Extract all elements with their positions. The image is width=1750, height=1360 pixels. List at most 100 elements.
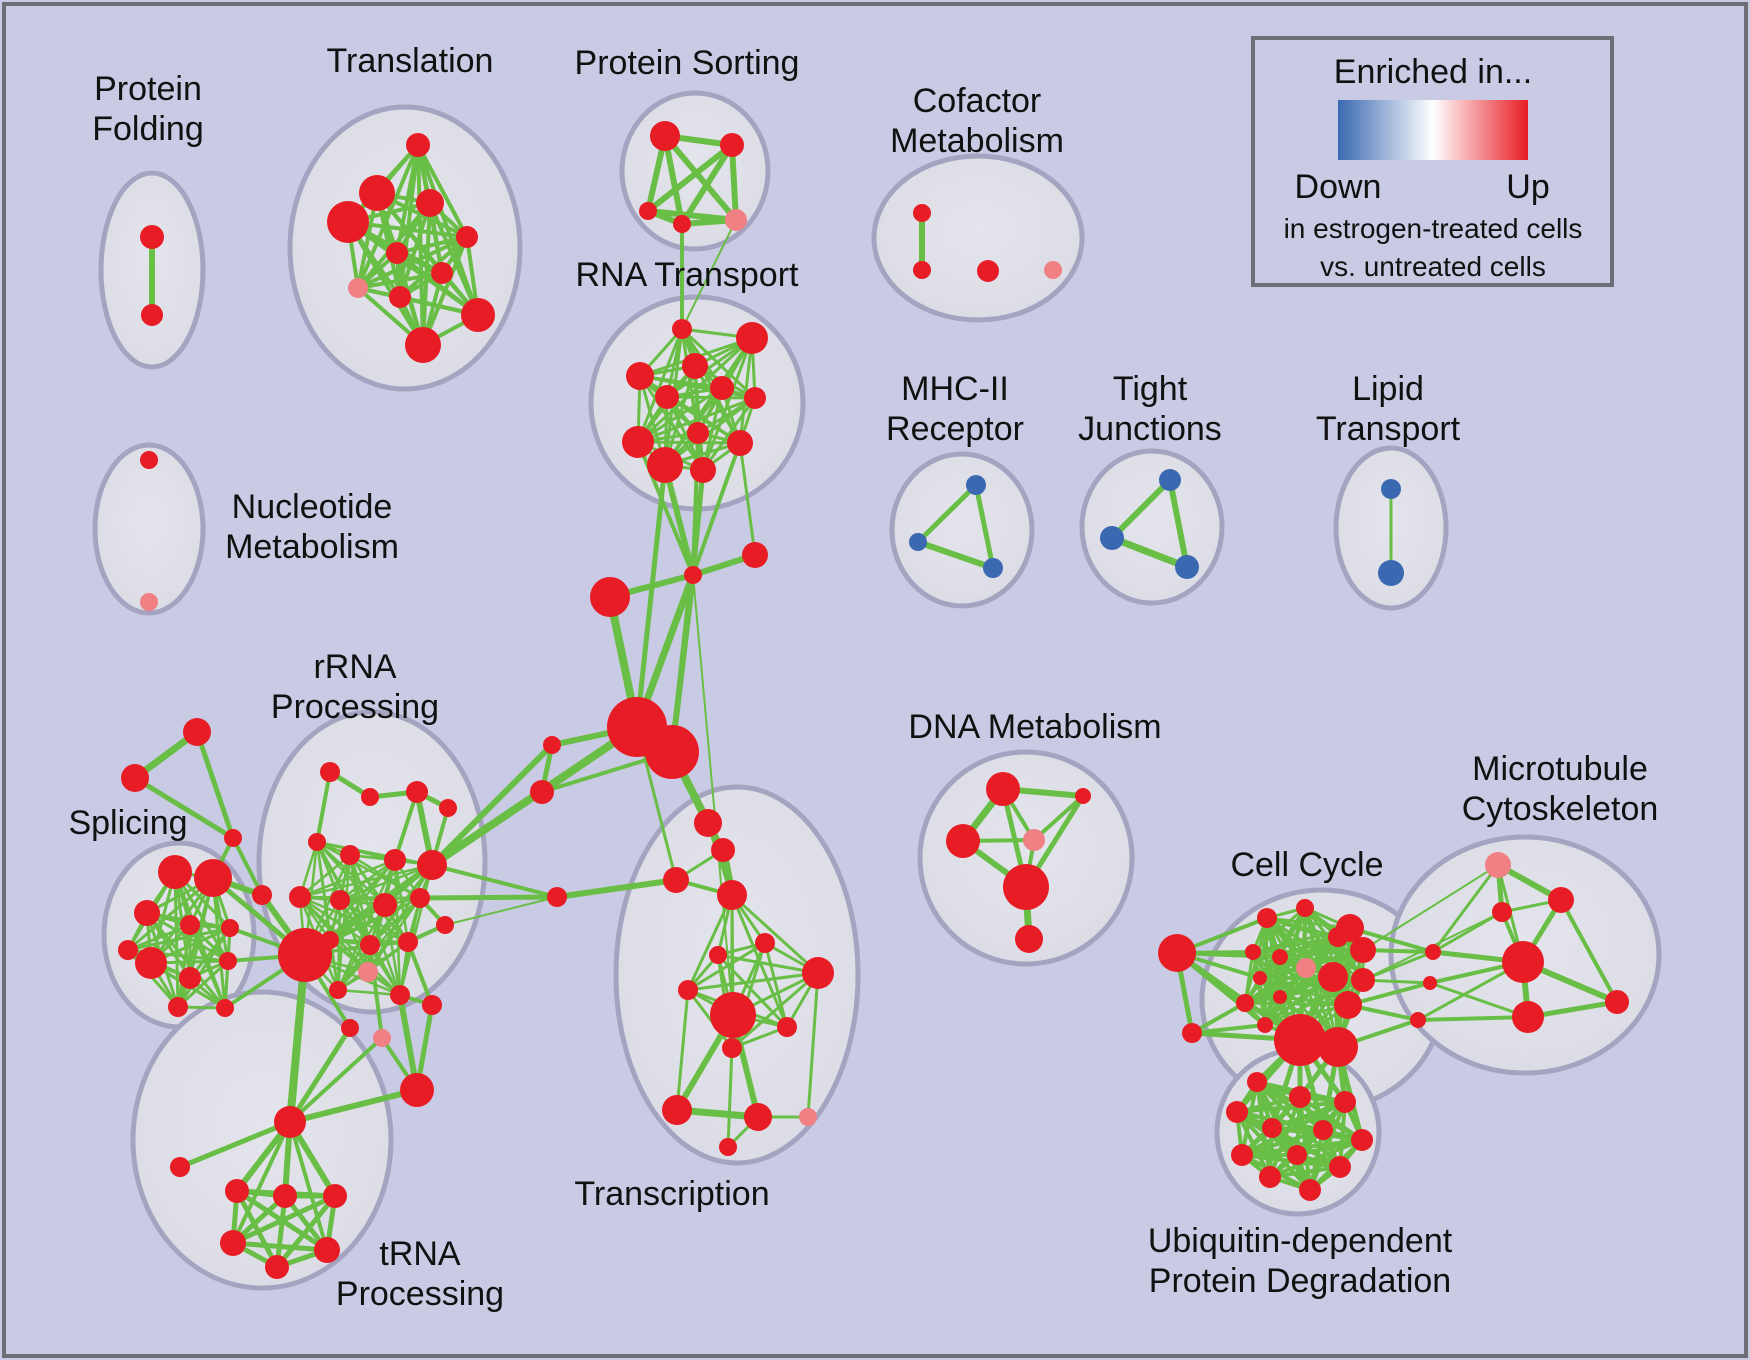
node-T15[interactable] [719, 1138, 737, 1156]
node-tr11[interactable] [405, 327, 441, 363]
node-d5[interactable] [1003, 864, 1049, 910]
node-c17[interactable] [1334, 991, 1362, 1019]
node-K[interactable] [647, 447, 683, 483]
node-s2[interactable] [194, 859, 232, 897]
node-nm1[interactable] [140, 451, 158, 469]
node-mt6[interactable] [1605, 990, 1629, 1014]
node-c4[interactable] [1296, 899, 1314, 917]
node-T6[interactable] [709, 946, 727, 964]
node-d3[interactable] [946, 824, 980, 858]
node-r11[interactable] [410, 888, 430, 908]
node-u2[interactable] [1289, 1086, 1311, 1108]
node-u3[interactable] [1334, 1091, 1356, 1113]
node-mh1[interactable] [966, 475, 986, 495]
node-u4[interactable] [1226, 1101, 1248, 1123]
node-h5[interactable] [220, 1230, 246, 1256]
node-r15[interactable] [329, 981, 347, 999]
node-S[interactable] [547, 887, 567, 907]
node-u5[interactable] [1262, 1118, 1282, 1138]
node-r17[interactable] [341, 1019, 359, 1037]
node-lp2[interactable] [1378, 560, 1404, 586]
node-u12[interactable] [1299, 1179, 1321, 1201]
node-T9[interactable] [710, 992, 756, 1038]
node-mt2[interactable] [1548, 887, 1574, 913]
node-c7[interactable] [1296, 958, 1316, 978]
node-P2[interactable] [645, 725, 699, 779]
node-s4[interactable] [180, 915, 200, 935]
node-c10[interactable] [1236, 994, 1254, 1012]
node-mt1[interactable] [1485, 852, 1511, 878]
node-r10[interactable] [373, 893, 397, 917]
node-d6[interactable] [1015, 925, 1043, 953]
node-h3[interactable] [273, 1184, 297, 1208]
node-t2[interactable] [121, 764, 149, 792]
node-tr8[interactable] [348, 278, 368, 298]
node-c5[interactable] [1245, 944, 1261, 960]
node-c16[interactable] [1351, 968, 1375, 992]
node-h6[interactable] [314, 1237, 340, 1263]
node-r20[interactable] [436, 916, 454, 934]
node-L[interactable] [690, 457, 716, 483]
node-nm2[interactable] [140, 593, 158, 611]
node-r6[interactable] [340, 845, 360, 865]
node-r18[interactable] [400, 1073, 434, 1107]
node-mh2[interactable] [909, 533, 927, 551]
node-ps2[interactable] [720, 133, 744, 157]
node-cf1[interactable] [913, 204, 931, 222]
node-c14[interactable] [1350, 937, 1376, 963]
node-tr5[interactable] [456, 226, 478, 248]
node-s11[interactable] [216, 999, 234, 1017]
node-mt4[interactable] [1502, 941, 1544, 983]
node-A[interactable] [672, 319, 692, 339]
node-D[interactable] [682, 353, 708, 379]
node-c8[interactable] [1253, 971, 1267, 985]
node-G[interactable] [278, 928, 332, 982]
node-u9[interactable] [1287, 1145, 1307, 1165]
node-mt5[interactable] [1512, 1001, 1544, 1033]
node-c6[interactable] [1272, 949, 1288, 965]
node-d4[interactable] [1023, 829, 1045, 851]
node-T11[interactable] [722, 1038, 742, 1058]
node-T8[interactable] [802, 957, 834, 989]
node-c13[interactable] [1328, 927, 1348, 947]
node-T14[interactable] [799, 1108, 817, 1126]
node-E[interactable] [655, 385, 679, 409]
node-s8[interactable] [179, 967, 201, 989]
node-tr10[interactable] [461, 298, 495, 332]
node-s7[interactable] [135, 947, 167, 979]
node-R1[interactable] [417, 850, 447, 880]
node-u7[interactable] [1351, 1129, 1373, 1151]
node-mh3[interactable] [983, 558, 1003, 578]
node-tr9[interactable] [389, 286, 411, 308]
node-j3[interactable] [1410, 1012, 1426, 1028]
node-B[interactable] [736, 322, 768, 354]
node-d1[interactable] [986, 772, 1020, 806]
node-C[interactable] [626, 362, 654, 390]
node-tj1[interactable] [1159, 469, 1181, 491]
node-tr2[interactable] [359, 175, 395, 211]
node-I[interactable] [687, 422, 709, 444]
node-r5[interactable] [308, 833, 326, 851]
node-mt3[interactable] [1492, 902, 1512, 922]
node-h4[interactable] [323, 1184, 347, 1208]
node-tr1[interactable] [406, 133, 430, 157]
node-r7[interactable] [384, 849, 406, 871]
node-h2[interactable] [225, 1179, 249, 1203]
node-O[interactable] [742, 542, 768, 568]
node-T7[interactable] [678, 980, 698, 1000]
node-T3[interactable] [663, 867, 689, 893]
node-T13[interactable] [744, 1103, 772, 1131]
node-u6[interactable] [1313, 1120, 1333, 1140]
node-pkB[interactable] [373, 1029, 391, 1047]
node-s9[interactable] [219, 952, 237, 970]
node-s3[interactable] [134, 900, 160, 926]
node-pf1[interactable] [140, 225, 164, 249]
node-tr6[interactable] [386, 242, 408, 264]
node-pkA[interactable] [358, 962, 378, 982]
node-u8[interactable] [1231, 1144, 1253, 1166]
node-H[interactable] [622, 426, 654, 458]
node-m1[interactable] [252, 885, 272, 905]
node-u10[interactable] [1329, 1156, 1351, 1178]
node-c1[interactable] [1158, 934, 1196, 972]
node-M[interactable] [684, 566, 702, 584]
